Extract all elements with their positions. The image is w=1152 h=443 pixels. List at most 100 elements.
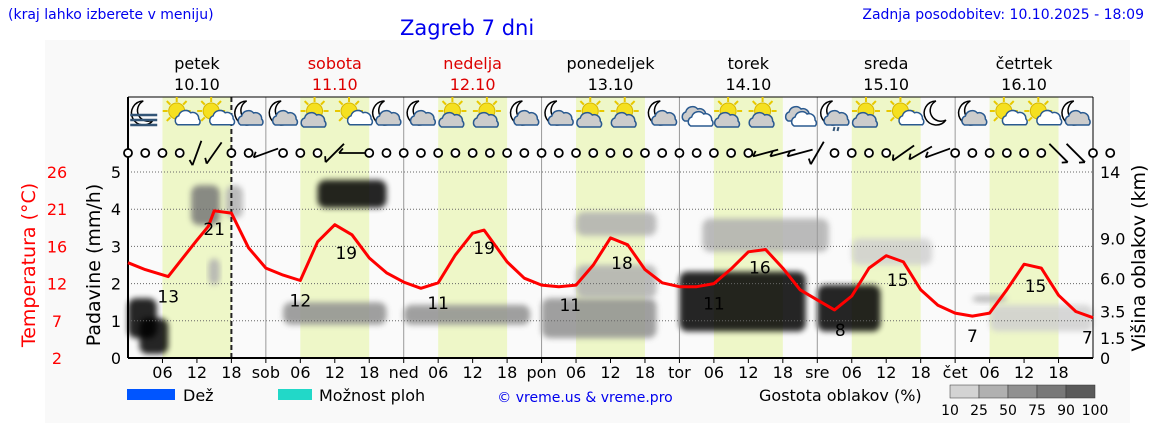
sun-ray [614, 100, 620, 106]
cloud-patch [576, 265, 657, 299]
cloud [790, 110, 818, 127]
temperature-label: 11 [427, 294, 449, 314]
wind-barb-icon [1065, 143, 1086, 164]
barb-shaft [770, 148, 796, 158]
cloud-density-scale-label: 25 [970, 403, 988, 419]
location-hint[interactable]: (kraj lahko izberete v meniju) [8, 7, 214, 23]
sun-cloud-icon [748, 97, 777, 128]
sun-cloud-icon [472, 97, 501, 128]
precip-tick-label: 1 [111, 312, 121, 331]
barb-flag [769, 150, 774, 157]
showers-legend-label: Možnost ploh [319, 386, 425, 405]
sun-ray [216, 100, 222, 106]
x-tick-label: 06 [842, 363, 862, 382]
credit-link[interactable]: © vreme.us & vreme.pro [497, 390, 672, 406]
calm-wind-icon [829, 148, 840, 158]
moon-fog-icon [130, 100, 158, 127]
sun-ray [200, 100, 206, 106]
calm-wind-icon [450, 148, 461, 158]
sun-ray [1043, 100, 1049, 106]
x-tick-label: 06 [979, 363, 999, 382]
moon-cloud-icon [957, 100, 988, 126]
sun-ray [1027, 116, 1033, 122]
day-date: 16.10 [1001, 75, 1047, 94]
cloud-density-scale-label: 10 [941, 403, 959, 419]
calm-wind-icon [674, 148, 685, 158]
calm-wind-icon [640, 148, 650, 158]
cloud [174, 109, 201, 126]
x-tick-label: 06 [428, 363, 448, 382]
calm-wind-icon [605, 148, 616, 158]
cloud [1001, 109, 1028, 126]
page-title: Zagreb 7 dni [400, 16, 535, 40]
calm-wind-icon [174, 148, 185, 158]
calm-wind-icon [398, 148, 409, 158]
cloud-patch [139, 318, 169, 355]
calm-wind-icon [123, 148, 133, 158]
day-name: petek [174, 54, 220, 73]
moon-cloud-icon [1061, 100, 1091, 126]
sun-few-clouds-icon [1024, 97, 1063, 126]
temperature-label: 12 [290, 292, 312, 312]
cloud-density-scale-label: 90 [1057, 403, 1075, 419]
barb-shaft [324, 143, 345, 163]
temperature-label: 7 [967, 327, 978, 347]
wind-barb-icon [188, 140, 203, 166]
cloud [851, 111, 879, 128]
sun-ray [579, 100, 585, 106]
precip-axis-title: Padavine (mm/h) [83, 184, 105, 347]
cloud-patch [541, 298, 657, 339]
cloud [1036, 109, 1063, 126]
sun-ray [993, 100, 999, 106]
x-tick-label: 18 [359, 363, 379, 382]
x-tick-label: 18 [497, 363, 517, 382]
sun-ray [303, 100, 309, 106]
moon-cloud-icon [234, 100, 264, 126]
day-date: 11.10 [312, 75, 358, 94]
x-tick-label: 18 [221, 363, 241, 382]
x-tick-label: sre [805, 363, 829, 382]
precip-tick-label: 4 [111, 200, 121, 219]
day-name: ponedeljek [567, 54, 656, 73]
wind-barb-icon [252, 147, 279, 159]
cloud [961, 109, 988, 126]
temp-tick-label: 26 [47, 163, 67, 182]
barb-shaft [191, 140, 203, 166]
x-tick-label: 12 [600, 363, 620, 382]
barb-flag [786, 150, 791, 157]
sun-ray [166, 100, 172, 106]
wind-barb-icon [924, 147, 951, 159]
sun-ray [441, 100, 447, 106]
barb-shaft [787, 148, 813, 158]
sun-ray [320, 100, 326, 106]
cloud [687, 110, 714, 127]
calm-wind-icon [708, 148, 719, 158]
x-tick-label: 12 [187, 363, 207, 382]
x-tick-label: sob [252, 363, 280, 382]
sun-ray [630, 100, 636, 106]
barb-shaft [892, 144, 915, 162]
x-tick-label: 12 [1014, 363, 1034, 382]
sun-ray [182, 100, 188, 106]
cloud [610, 111, 637, 128]
x-tick-label: 12 [876, 363, 896, 382]
calm-wind-icon [536, 148, 547, 158]
wind-barb-icon [324, 143, 345, 163]
temperature-label: 19 [335, 244, 357, 264]
rain-legend-label: Dež [183, 386, 214, 405]
calm-wind-icon [140, 148, 151, 158]
day-name: nedelja [443, 54, 502, 73]
temp-tick-label: 12 [47, 275, 67, 294]
wind-barb-icon [204, 141, 223, 165]
last-updated: Zadnja posodobitev: 10.10.2025 - 18:09 [862, 7, 1144, 23]
calm-wind-icon [381, 148, 392, 158]
x-tick-label: 18 [1048, 363, 1068, 382]
cloud [823, 109, 850, 126]
sun-ray [200, 116, 206, 122]
temperature-label: 16 [749, 259, 771, 279]
calm-wind-icon [657, 148, 668, 158]
barb-shaft [752, 148, 779, 158]
temp-tick-label: 2 [52, 349, 62, 368]
calm-wind-icon [502, 148, 513, 158]
